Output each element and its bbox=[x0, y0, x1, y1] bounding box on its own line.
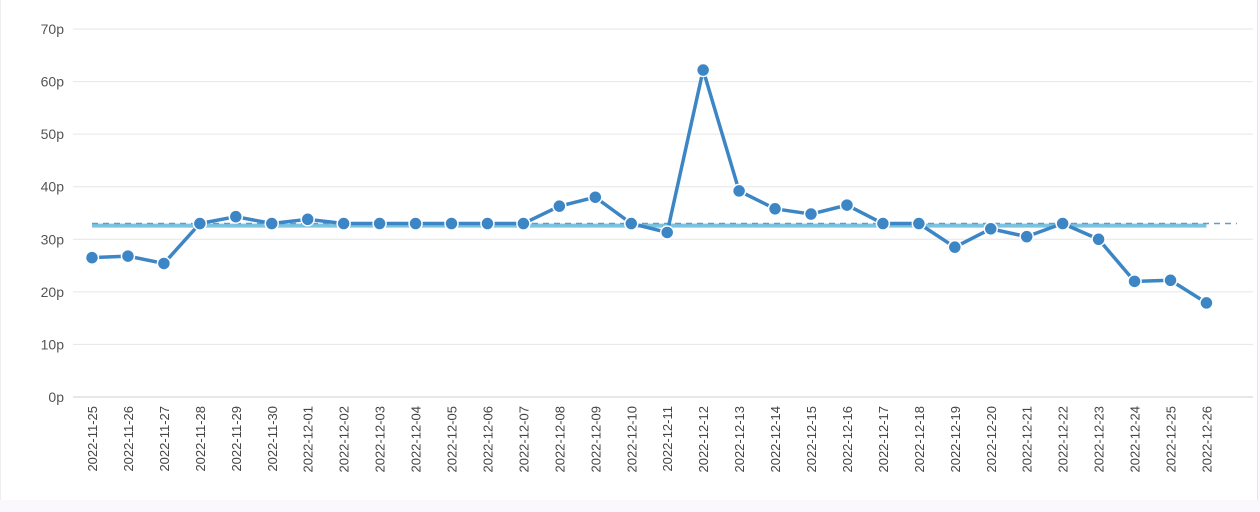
data-point bbox=[1055, 216, 1070, 231]
x-tick-label: 2022-11-29 bbox=[229, 406, 244, 472]
x-tick-label: 2022-12-18 bbox=[912, 406, 927, 473]
data-point bbox=[372, 216, 387, 231]
data-point bbox=[552, 198, 567, 214]
data-point bbox=[1019, 229, 1034, 244]
x-tick-label: 2022-12-04 bbox=[409, 406, 424, 473]
x-tick-label: 2022-12-25 bbox=[1164, 406, 1179, 473]
x-tick-label: 2022-12-16 bbox=[840, 406, 855, 473]
data-point bbox=[803, 206, 819, 222]
x-tick-label: 2022-11-25 bbox=[85, 406, 100, 472]
data-point bbox=[767, 201, 783, 217]
x-tick-label: 2022-12-07 bbox=[516, 406, 531, 473]
y-tick-label: 0p bbox=[48, 389, 64, 405]
data-point bbox=[911, 216, 927, 231]
x-tick-label: 2022-12-08 bbox=[552, 406, 567, 473]
x-tick-label: 2022-11-26 bbox=[121, 406, 136, 472]
x-tick-label: 2022-12-23 bbox=[1092, 406, 1107, 473]
x-tick-label: 2022-11-30 bbox=[265, 406, 280, 472]
data-point bbox=[516, 216, 531, 231]
x-tick-label: 2022-12-15 bbox=[804, 406, 819, 473]
y-tick-label: 50p bbox=[41, 126, 65, 142]
data-point bbox=[84, 250, 100, 265]
data-point bbox=[480, 216, 495, 231]
y-tick-label: 30p bbox=[41, 231, 65, 247]
data-point bbox=[731, 183, 747, 199]
data-point bbox=[983, 221, 998, 237]
x-tick-label: 2022-12-05 bbox=[445, 406, 460, 473]
data-point bbox=[336, 216, 351, 231]
data-point bbox=[695, 62, 711, 78]
y-tick-label: 70p bbox=[41, 21, 65, 37]
x-tick-label: 2022-12-17 bbox=[876, 406, 891, 473]
x-tick-label: 2022-12-11 bbox=[660, 406, 675, 472]
x-tick-label: 2022-12-06 bbox=[480, 406, 495, 473]
data-point bbox=[156, 256, 172, 271]
data-point bbox=[192, 216, 208, 231]
data-point bbox=[120, 248, 136, 264]
data-point bbox=[444, 216, 459, 231]
data-point bbox=[1091, 232, 1106, 247]
data-point bbox=[875, 216, 891, 231]
x-tick-label: 2022-12-21 bbox=[1020, 406, 1035, 473]
data-point bbox=[408, 216, 423, 231]
data-point bbox=[1199, 295, 1214, 311]
x-tick-label: 2022-12-02 bbox=[337, 406, 352, 473]
x-tick-label: 2022-11-28 bbox=[193, 406, 208, 472]
data-point bbox=[624, 216, 639, 231]
data-point bbox=[1127, 274, 1142, 289]
y-tick-label: 40p bbox=[41, 179, 65, 195]
data-point bbox=[947, 239, 963, 255]
x-tick-label: 2022-12-14 bbox=[768, 406, 783, 473]
data-point bbox=[588, 189, 603, 205]
y-tick-label: 20p bbox=[41, 284, 65, 300]
data-point bbox=[300, 212, 315, 227]
x-tick-label: 2022-12-10 bbox=[624, 406, 639, 473]
x-tick-label: 2022-12-03 bbox=[373, 406, 388, 473]
data-point bbox=[228, 209, 244, 224]
x-tick-label: 2022-12-26 bbox=[1199, 406, 1214, 473]
data-point bbox=[839, 197, 855, 213]
data-point bbox=[264, 216, 279, 231]
x-tick-label: 2022-12-20 bbox=[984, 406, 999, 473]
y-tick-label: 60p bbox=[41, 74, 65, 90]
x-tick-label: 2022-11-27 bbox=[157, 406, 172, 472]
chart-card: 0p 10p 20p 30p 40p 50p 60p 70p 2022-11-25 2022-11… bbox=[0, 0, 1258, 500]
x-tick-label: 2022-12-12 bbox=[696, 406, 711, 473]
x-tick-label: 2022-12-01 bbox=[301, 406, 316, 473]
x-tick-label: 2022-12-22 bbox=[1056, 406, 1071, 473]
data-point bbox=[1163, 273, 1178, 288]
x-tick-label: 2022-12-19 bbox=[948, 406, 963, 473]
x-tick-label: 2022-12-13 bbox=[732, 406, 747, 473]
x-tick-label: 2022-12-09 bbox=[588, 406, 603, 473]
data-point bbox=[659, 225, 675, 240]
y-tick-label: 10p bbox=[41, 336, 65, 352]
x-tick-label: 2022-12-24 bbox=[1128, 406, 1143, 473]
